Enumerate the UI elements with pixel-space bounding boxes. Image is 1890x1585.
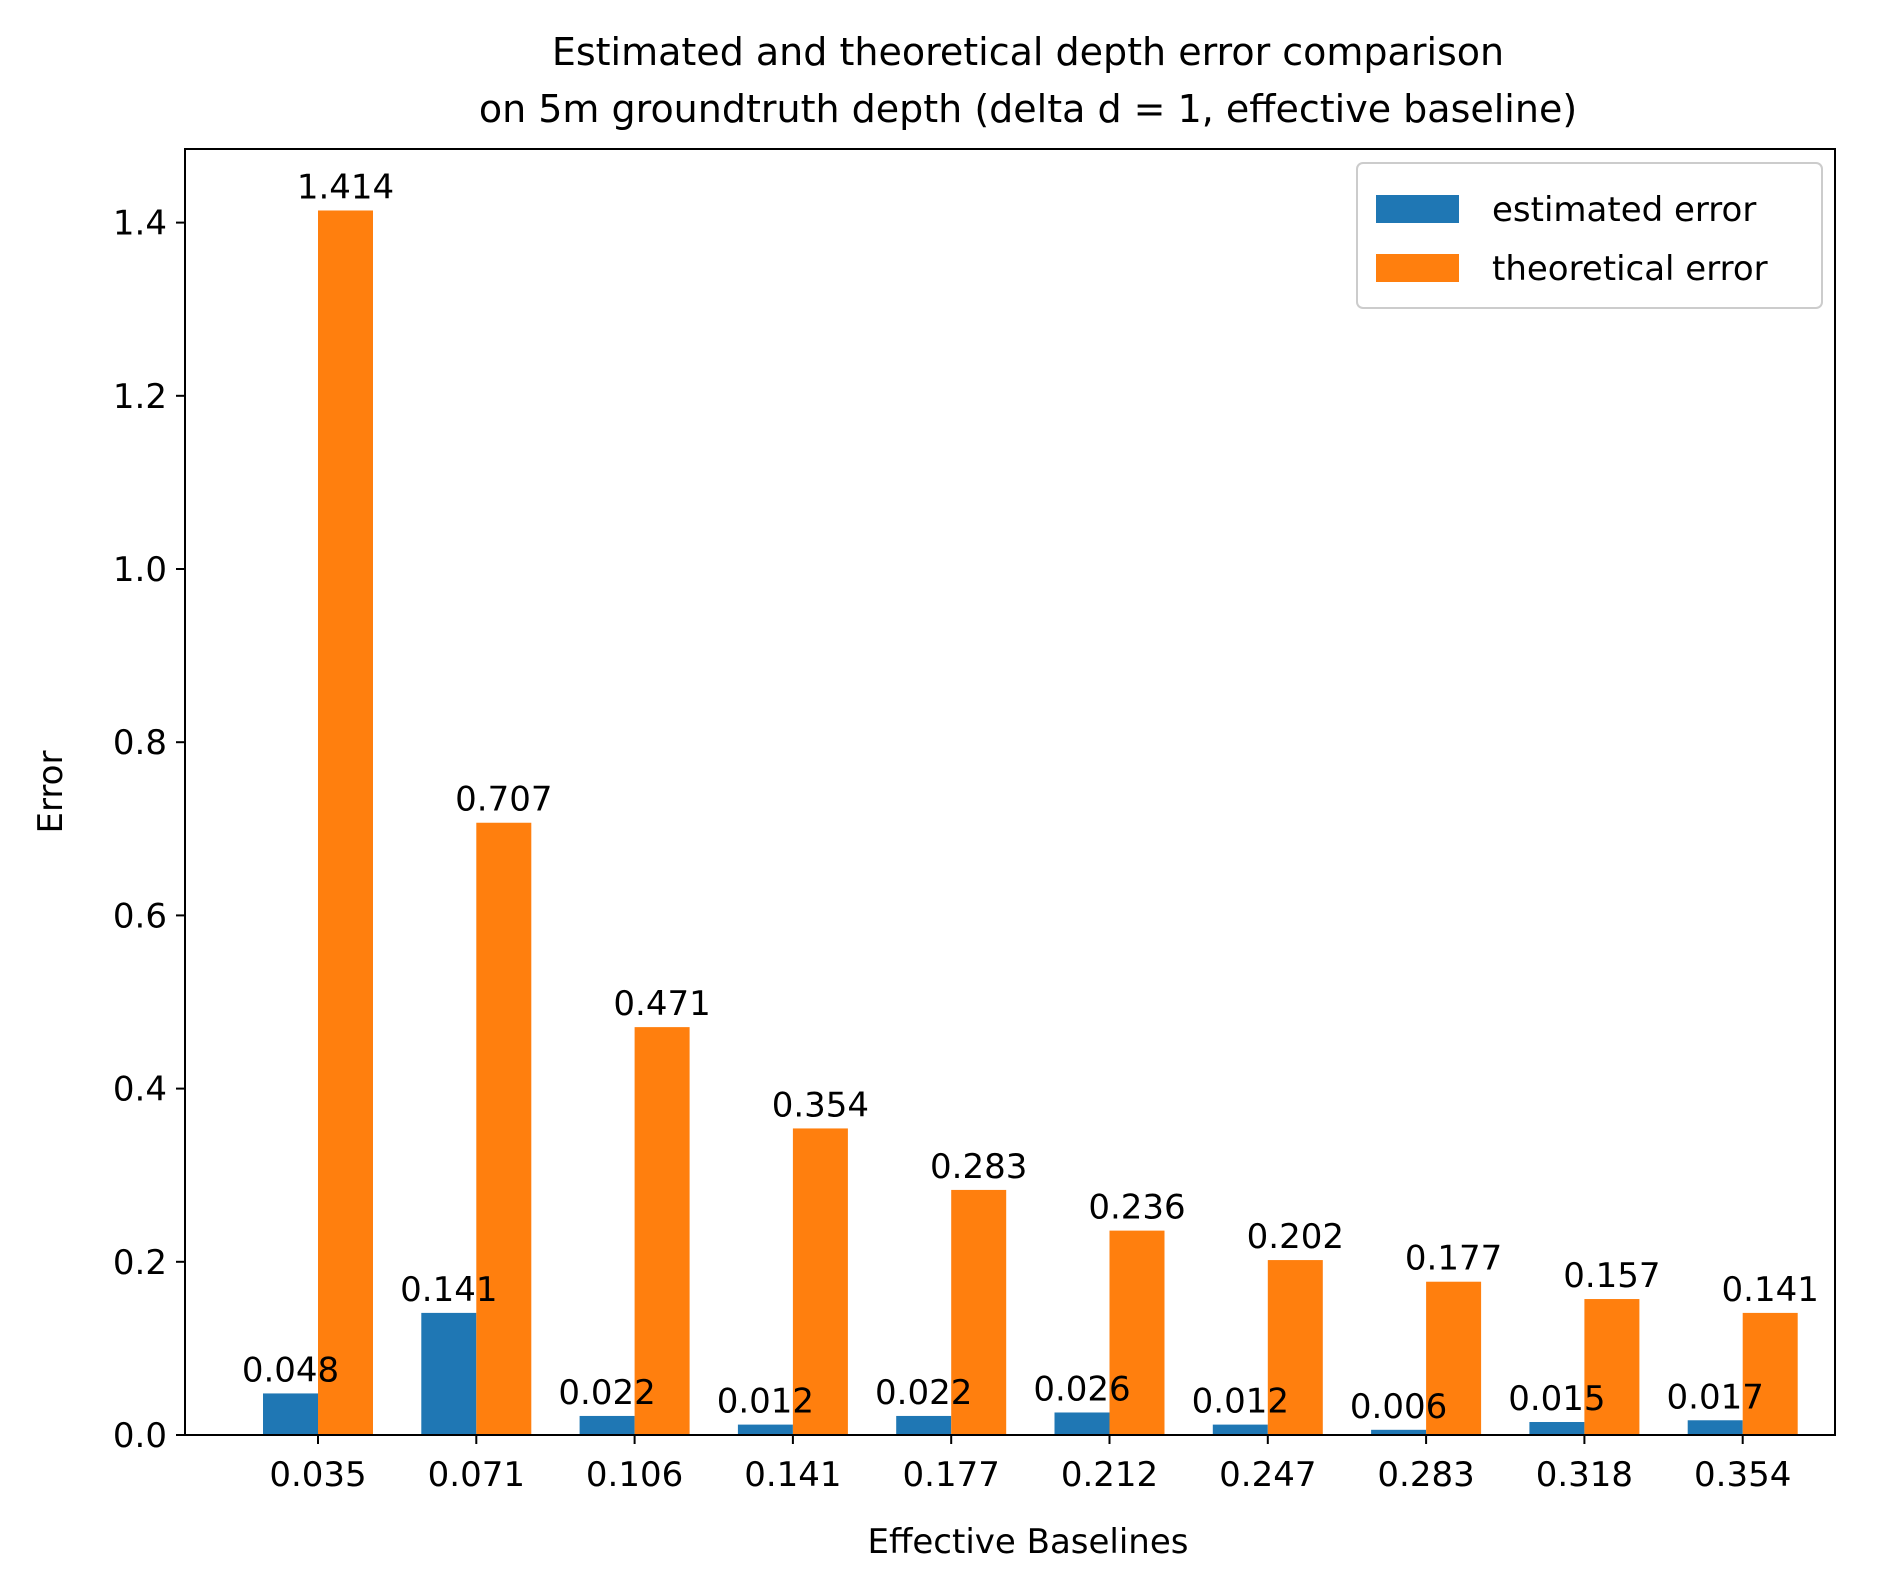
legend-swatch-estimated [1376,195,1459,223]
x-tick-label-5: 0.212 [1061,1455,1158,1495]
data-label-theoretical-9: 0.141 [1722,1270,1819,1310]
data-label-estimated-5: 0.026 [1033,1369,1130,1409]
x-tick-label-0: 0.035 [269,1455,366,1495]
y-tick-label-3: 0.6 [113,896,167,936]
chart-title-line-2: on 5m groundtruth depth (delta d = 1, ef… [479,87,1577,131]
data-label-estimated-9: 0.017 [1667,1377,1764,1417]
bar-theoretical-3 [792,1128,848,1435]
bar-theoretical-5 [1109,1230,1165,1435]
bar-estimated-0 [263,1393,318,1435]
y-tick-label-2: 0.4 [113,1070,167,1110]
bar-estimated-6 [1212,1424,1268,1435]
data-label-theoretical-8: 0.157 [1563,1256,1660,1296]
bar-theoretical-2 [634,1027,690,1435]
data-label-theoretical-5: 0.236 [1088,1188,1185,1228]
y-tick-label-6: 1.2 [113,377,167,417]
legend: estimated error theoretical error [1356,162,1823,309]
chart-title-line-1: Estimated and theoretical depth error co… [552,30,1504,74]
data-label-estimated-0: 0.048 [242,1350,339,1390]
data-label-theoretical-2: 0.471 [613,984,710,1024]
data-label-theoretical-1: 0.707 [455,780,552,820]
legend-box [1356,162,1823,309]
bar-theoretical-9 [1742,1312,1798,1435]
bar-theoretical-0 [318,210,373,1436]
data-label-estimated-3: 0.012 [717,1382,814,1422]
x-tick-label-4: 0.177 [903,1455,1000,1495]
legend-swatch-theoretical [1376,254,1459,282]
bar-theoretical-7 [1426,1281,1482,1435]
y-tick-label-4: 0.8 [113,723,167,763]
chart-title: Estimated and theoretical depth error co… [479,30,1577,131]
y-tick-label-0: 0.0 [113,1416,167,1456]
data-label-theoretical-6: 0.202 [1247,1217,1344,1257]
bar-theoretical-8 [1584,1299,1640,1435]
x-tick-label-9: 0.354 [1694,1455,1791,1495]
bar-estimated-8 [1529,1422,1585,1435]
y-axis: 0.0 0.2 0.4 0.6 0.8 1.0 1.2 1.4 [113,204,185,1456]
data-label-estimated-4: 0.022 [875,1373,972,1413]
x-tick-label-8: 0.318 [1536,1455,1633,1495]
y-tick-label-7: 1.4 [113,204,167,244]
y-tick-label-5: 1.0 [113,550,167,590]
x-axis-label: Effective Baselines [867,1522,1188,1562]
x-tick-label-6: 0.247 [1219,1455,1316,1495]
plot-frame [184,148,1836,1436]
data-label-theoretical-3: 0.354 [772,1085,869,1125]
bar-estimated-7 [1371,1429,1427,1435]
y-axis-label: Error [31,751,71,834]
data-label-estimated-2: 0.022 [558,1373,655,1413]
data-label-estimated-8: 0.015 [1508,1379,1605,1419]
bars-layer [263,210,1798,1436]
x-axis: 0.035 0.071 0.106 0.141 0.177 0.212 0.247 0.283… [269,1435,1791,1495]
bar-estimated-4 [896,1415,952,1435]
y-tick-label-1: 0.2 [113,1243,167,1283]
bar-theoretical-4 [951,1189,1007,1435]
x-tick-label-2: 0.106 [586,1455,683,1495]
data-label-theoretical-7: 0.177 [1405,1239,1502,1279]
bar-labels-layer: 0.048 1.414 0.141 0.707 0.022 0.471 0.012 0.354… [242,167,1819,1426]
x-tick-label-3: 0.141 [744,1455,841,1495]
legend-label-estimated: estimated error [1492,190,1756,230]
bar-theoretical-1 [476,822,532,1435]
data-label-theoretical-4: 0.283 [930,1147,1027,1187]
x-tick-label-1: 0.071 [428,1455,525,1495]
bar-theoretical-6 [1267,1260,1323,1435]
x-tick-label-7: 0.283 [1377,1455,1474,1495]
bar-estimated-1 [421,1312,477,1435]
legend-label-theoretical: theoretical error [1492,249,1768,289]
data-label-estimated-6: 0.012 [1192,1382,1289,1422]
bar-estimated-2 [579,1415,635,1435]
data-label-theoretical-0: 1.414 [297,167,394,207]
data-label-estimated-1: 0.141 [400,1270,497,1310]
bar-estimated-9 [1687,1420,1743,1435]
data-label-estimated-7: 0.006 [1350,1387,1447,1427]
bar-estimated-3 [737,1424,793,1435]
bar-estimated-5 [1054,1412,1110,1435]
